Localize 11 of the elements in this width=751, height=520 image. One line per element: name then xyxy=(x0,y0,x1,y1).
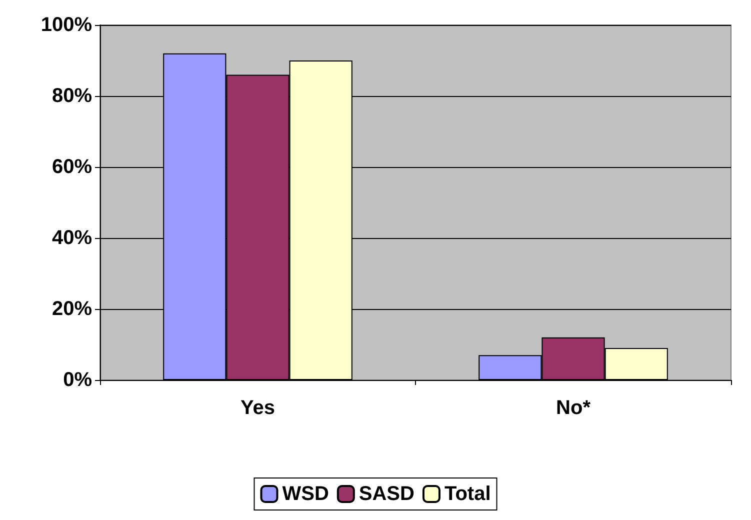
y-tick-label: 40% xyxy=(52,227,92,249)
x-tick-label: No* xyxy=(556,397,591,419)
y-tick-label: 100% xyxy=(40,14,92,36)
y-tick-label: 0% xyxy=(63,369,92,391)
x-tick-label: Yes xyxy=(240,397,275,419)
y-tick-label: 80% xyxy=(52,85,92,107)
legend-label: SASD xyxy=(358,483,414,505)
y-tick-label: 60% xyxy=(52,156,92,178)
legend-label: Total xyxy=(444,483,491,505)
legend-label: WSD xyxy=(282,483,329,505)
y-tick-label: 20% xyxy=(52,298,92,320)
